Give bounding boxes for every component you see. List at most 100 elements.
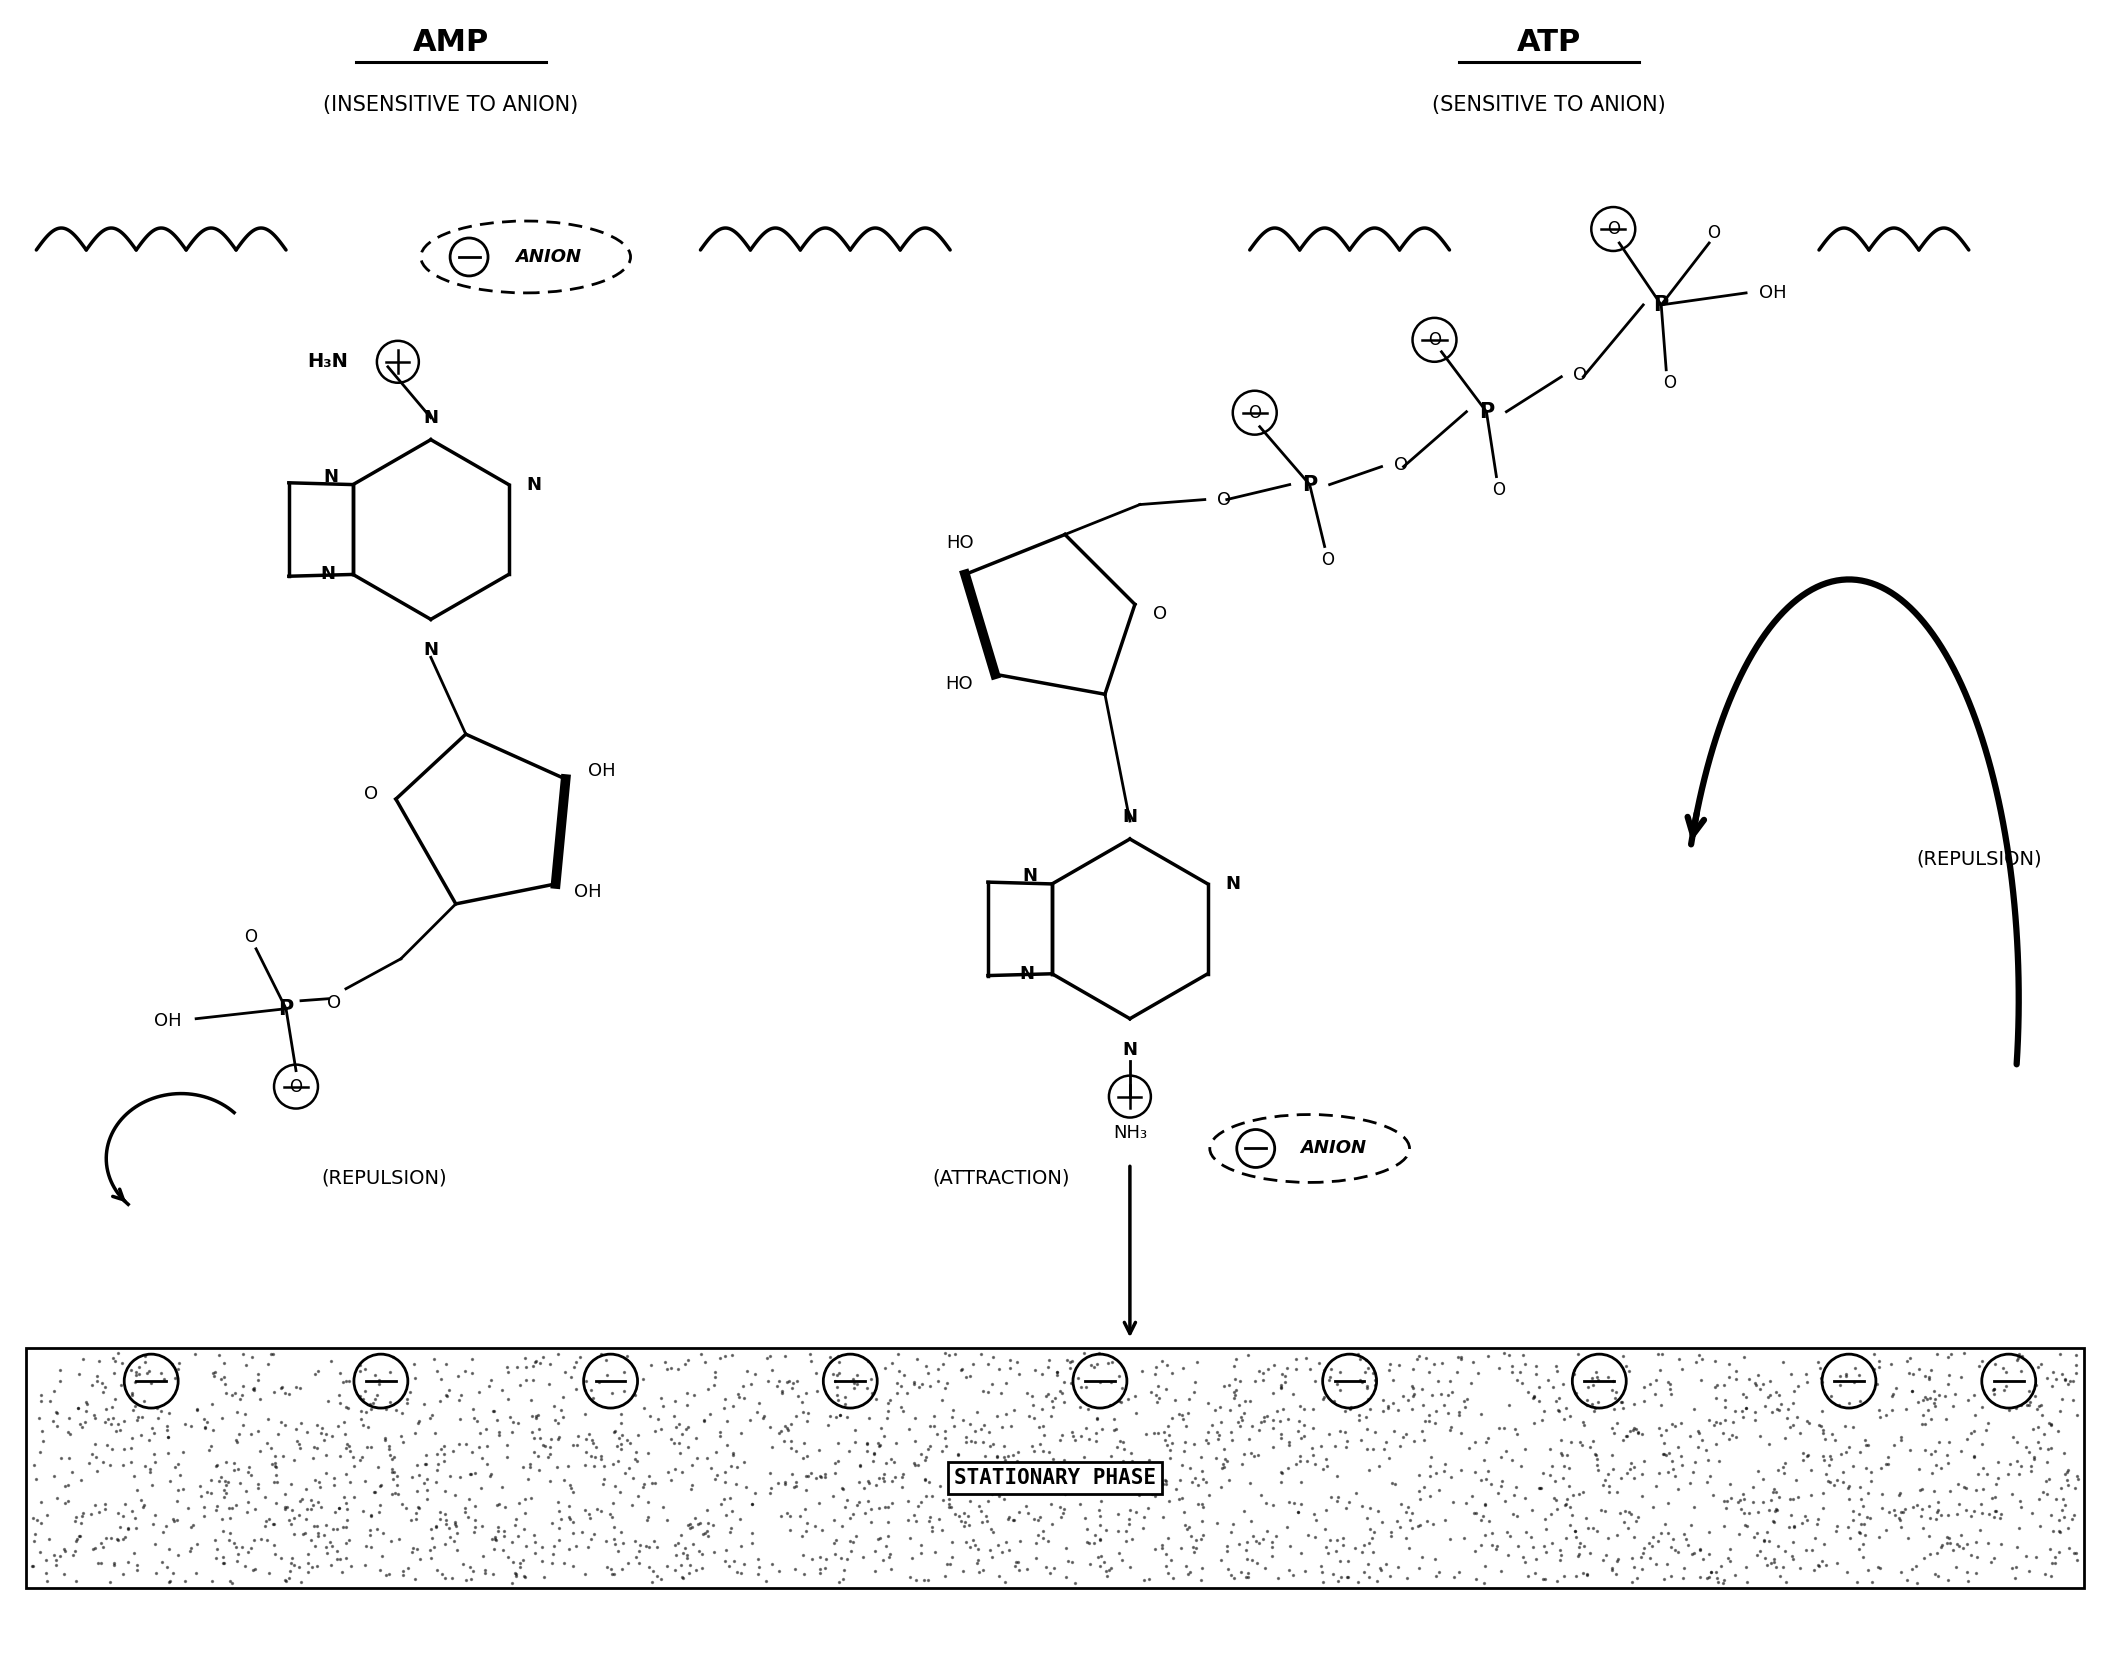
Point <box>857 1441 891 1467</box>
Point <box>686 1519 720 1546</box>
Point <box>515 1353 549 1380</box>
Point <box>1235 1441 1269 1467</box>
Point <box>1615 1449 1649 1476</box>
Point <box>1104 1389 1138 1415</box>
Point <box>517 1540 551 1567</box>
Point <box>80 1457 114 1484</box>
Point <box>1395 1373 1429 1400</box>
Point <box>319 1498 353 1525</box>
Point <box>946 1355 980 1382</box>
Point <box>790 1407 823 1434</box>
Point <box>1539 1357 1573 1383</box>
Point <box>897 1449 931 1476</box>
Point <box>1744 1375 1777 1402</box>
Point <box>296 1444 329 1471</box>
Point <box>469 1556 502 1583</box>
Point <box>1803 1355 1837 1382</box>
Point <box>65 1503 99 1530</box>
Point <box>359 1478 393 1504</box>
Point <box>1841 1568 1875 1595</box>
Point <box>952 1503 986 1530</box>
Point <box>289 1519 323 1546</box>
Point <box>885 1394 918 1420</box>
Point <box>1469 1521 1503 1548</box>
Point <box>403 1462 437 1489</box>
Point <box>1471 1343 1505 1370</box>
Point <box>1843 1519 1877 1546</box>
Point <box>1965 1476 1999 1503</box>
Point <box>106 1526 139 1553</box>
Point <box>1828 1363 1862 1390</box>
Point <box>1290 1447 1324 1474</box>
Point <box>1592 1363 1625 1390</box>
Point <box>1919 1452 1953 1479</box>
Point <box>241 1417 274 1444</box>
Point <box>901 1451 935 1478</box>
Point <box>209 1380 243 1407</box>
Point <box>171 1494 205 1521</box>
Point <box>1752 1431 1786 1457</box>
Point <box>1653 1370 1687 1397</box>
Point <box>367 1519 401 1546</box>
Point <box>557 1509 591 1536</box>
Point <box>918 1402 952 1429</box>
Point <box>63 1410 97 1437</box>
Point <box>1932 1567 1965 1593</box>
Point <box>1636 1523 1670 1550</box>
Point <box>374 1389 407 1415</box>
Point <box>1106 1546 1140 1573</box>
Point <box>849 1499 882 1526</box>
Point <box>139 1560 173 1587</box>
Point <box>1212 1467 1245 1494</box>
Point <box>1640 1472 1674 1499</box>
Text: ANION: ANION <box>515 248 581 265</box>
Point <box>1843 1501 1877 1528</box>
Point <box>709 1432 743 1459</box>
Point <box>1756 1509 1790 1536</box>
Point <box>1338 1479 1372 1506</box>
Point <box>1894 1345 1927 1372</box>
Point <box>420 1556 454 1583</box>
Point <box>1119 1499 1153 1526</box>
Point <box>1579 1358 1613 1385</box>
Point <box>1706 1419 1739 1446</box>
Point <box>1330 1494 1364 1521</box>
Point <box>950 1363 984 1390</box>
Point <box>331 1394 365 1420</box>
Point <box>1425 1380 1459 1407</box>
Point <box>1218 1382 1252 1409</box>
Point <box>885 1474 918 1501</box>
Point <box>1288 1558 1321 1585</box>
Point <box>1710 1545 1744 1572</box>
Point <box>737 1362 771 1389</box>
Point <box>1357 1538 1391 1565</box>
Point <box>882 1340 916 1367</box>
Point <box>893 1525 927 1551</box>
Point <box>410 1442 443 1469</box>
Point <box>424 1436 458 1462</box>
Point <box>764 1503 798 1530</box>
Point <box>817 1451 851 1478</box>
Point <box>1203 1409 1237 1436</box>
Point <box>1661 1345 1695 1372</box>
Point <box>1184 1444 1218 1471</box>
Point <box>76 1536 110 1563</box>
Point <box>1929 1523 1963 1550</box>
Point <box>771 1417 804 1444</box>
Point <box>644 1565 678 1592</box>
Point <box>1552 1454 1585 1481</box>
Point <box>1419 1410 1452 1437</box>
Point <box>1965 1431 1999 1457</box>
Point <box>188 1414 222 1441</box>
Point <box>1923 1429 1957 1456</box>
Point <box>139 1531 173 1558</box>
Point <box>146 1519 179 1546</box>
Point <box>1520 1353 1554 1380</box>
Point <box>1214 1519 1248 1546</box>
Point <box>838 1370 872 1397</box>
Point <box>1547 1491 1581 1518</box>
Point <box>2012 1439 2046 1466</box>
Point <box>1649 1551 1682 1578</box>
Point <box>1264 1461 1298 1488</box>
Point <box>1879 1503 1913 1530</box>
